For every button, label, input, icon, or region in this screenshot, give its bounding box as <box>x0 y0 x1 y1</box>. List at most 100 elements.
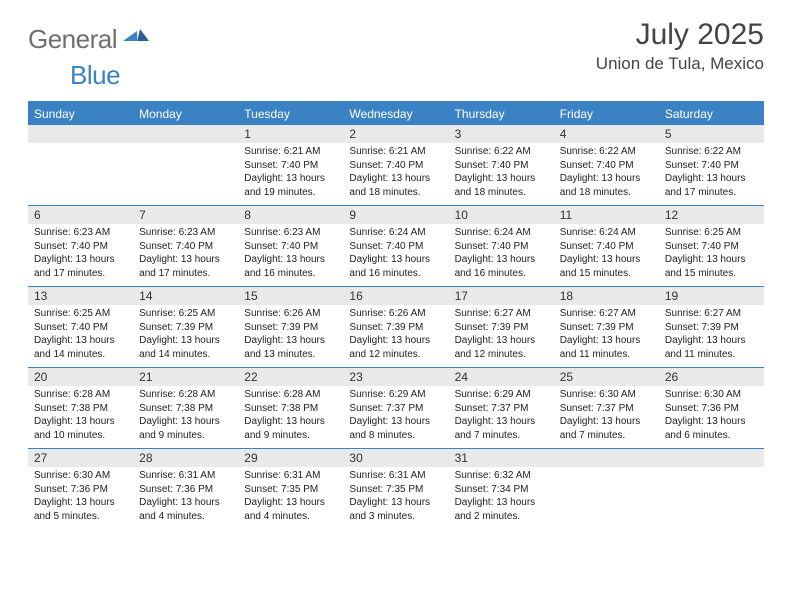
sunrise-text: Sunrise: 6:31 AM <box>349 469 442 483</box>
day-details: Sunrise: 6:30 AMSunset: 7:37 PMDaylight:… <box>554 386 659 442</box>
sunset-text: Sunset: 7:40 PM <box>349 240 442 254</box>
page: General July 2025 Union de Tula, Mexico … <box>0 0 792 539</box>
sunset-text: Sunset: 7:35 PM <box>244 483 337 497</box>
weeks-container: 1Sunrise: 6:21 AMSunset: 7:40 PMDaylight… <box>28 125 764 529</box>
sunrise-text: Sunrise: 6:32 AM <box>455 469 548 483</box>
day-number: 11 <box>554 206 659 224</box>
day-number: 22 <box>238 368 343 386</box>
day-cell: 23Sunrise: 6:29 AMSunset: 7:37 PMDayligh… <box>343 368 448 448</box>
sunrise-text: Sunrise: 6:23 AM <box>34 226 127 240</box>
day-number <box>28 125 133 143</box>
day-details: Sunrise: 6:28 AMSunset: 7:38 PMDaylight:… <box>238 386 343 442</box>
weekday-fri: Friday <box>554 103 659 125</box>
day-cell: 7Sunrise: 6:23 AMSunset: 7:40 PMDaylight… <box>133 206 238 286</box>
sunset-text: Sunset: 7:40 PM <box>34 240 127 254</box>
daylight-text: Daylight: 13 hours <box>665 172 758 186</box>
sunset-text: Sunset: 7:38 PM <box>244 402 337 416</box>
day-details: Sunrise: 6:30 AMSunset: 7:36 PMDaylight:… <box>659 386 764 442</box>
sunset-text: Sunset: 7:34 PM <box>455 483 548 497</box>
daylight-text: and 2 minutes. <box>455 510 548 524</box>
daylight-text: Daylight: 13 hours <box>455 415 548 429</box>
sunset-text: Sunset: 7:38 PM <box>34 402 127 416</box>
daylight-text: Daylight: 13 hours <box>455 172 548 186</box>
daylight-text: and 12 minutes. <box>349 348 442 362</box>
day-details: Sunrise: 6:22 AMSunset: 7:40 PMDaylight:… <box>554 143 659 199</box>
day-cell: 24Sunrise: 6:29 AMSunset: 7:37 PMDayligh… <box>449 368 554 448</box>
day-cell: 11Sunrise: 6:24 AMSunset: 7:40 PMDayligh… <box>554 206 659 286</box>
day-cell: 28Sunrise: 6:31 AMSunset: 7:36 PMDayligh… <box>133 449 238 529</box>
sunset-text: Sunset: 7:40 PM <box>455 159 548 173</box>
daylight-text: and 17 minutes. <box>34 267 127 281</box>
daylight-text: Daylight: 13 hours <box>139 334 232 348</box>
day-details: Sunrise: 6:21 AMSunset: 7:40 PMDaylight:… <box>343 143 448 199</box>
day-number: 2 <box>343 125 448 143</box>
sunset-text: Sunset: 7:37 PM <box>455 402 548 416</box>
day-details: Sunrise: 6:29 AMSunset: 7:37 PMDaylight:… <box>449 386 554 442</box>
week-row: 13Sunrise: 6:25 AMSunset: 7:40 PMDayligh… <box>28 286 764 367</box>
daylight-text: and 18 minutes. <box>349 186 442 200</box>
daylight-text: Daylight: 13 hours <box>349 496 442 510</box>
logo-text-general: General <box>28 24 117 55</box>
sunset-text: Sunset: 7:39 PM <box>455 321 548 335</box>
daylight-text: Daylight: 13 hours <box>349 253 442 267</box>
day-number: 18 <box>554 287 659 305</box>
sunrise-text: Sunrise: 6:23 AM <box>139 226 232 240</box>
sunset-text: Sunset: 7:39 PM <box>665 321 758 335</box>
day-number: 19 <box>659 287 764 305</box>
daylight-text: and 7 minutes. <box>560 429 653 443</box>
daylight-text: Daylight: 13 hours <box>139 253 232 267</box>
day-details: Sunrise: 6:26 AMSunset: 7:39 PMDaylight:… <box>238 305 343 361</box>
daylight-text: and 18 minutes. <box>560 186 653 200</box>
day-cell: 20Sunrise: 6:28 AMSunset: 7:38 PMDayligh… <box>28 368 133 448</box>
day-number <box>133 125 238 143</box>
sunset-text: Sunset: 7:36 PM <box>665 402 758 416</box>
weekday-sat: Saturday <box>659 103 764 125</box>
sunrise-text: Sunrise: 6:31 AM <box>244 469 337 483</box>
day-number: 31 <box>449 449 554 467</box>
daylight-text: and 18 minutes. <box>455 186 548 200</box>
day-number: 27 <box>28 449 133 467</box>
sunrise-text: Sunrise: 6:21 AM <box>349 145 442 159</box>
daylight-text: and 11 minutes. <box>560 348 653 362</box>
day-number: 15 <box>238 287 343 305</box>
sunset-text: Sunset: 7:39 PM <box>560 321 653 335</box>
weekday-wed: Wednesday <box>343 103 448 125</box>
daylight-text: Daylight: 13 hours <box>244 415 337 429</box>
sunset-text: Sunset: 7:39 PM <box>349 321 442 335</box>
day-cell <box>554 449 659 529</box>
sunrise-text: Sunrise: 6:24 AM <box>455 226 548 240</box>
sunrise-text: Sunrise: 6:22 AM <box>665 145 758 159</box>
day-details: Sunrise: 6:27 AMSunset: 7:39 PMDaylight:… <box>449 305 554 361</box>
day-cell: 17Sunrise: 6:27 AMSunset: 7:39 PMDayligh… <box>449 287 554 367</box>
day-cell: 27Sunrise: 6:30 AMSunset: 7:36 PMDayligh… <box>28 449 133 529</box>
location-text: Union de Tula, Mexico <box>596 54 764 74</box>
sunrise-text: Sunrise: 6:25 AM <box>139 307 232 321</box>
sunset-text: Sunset: 7:40 PM <box>560 159 653 173</box>
day-number: 28 <box>133 449 238 467</box>
day-number: 25 <box>554 368 659 386</box>
day-cell: 1Sunrise: 6:21 AMSunset: 7:40 PMDaylight… <box>238 125 343 205</box>
day-number: 9 <box>343 206 448 224</box>
sunset-text: Sunset: 7:40 PM <box>665 159 758 173</box>
day-cell: 25Sunrise: 6:30 AMSunset: 7:37 PMDayligh… <box>554 368 659 448</box>
sunset-text: Sunset: 7:35 PM <box>349 483 442 497</box>
day-cell: 14 Sunrise: 6:25 AMSunset: 7:39 PMDayligh… <box>133 287 238 367</box>
day-number: 16 <box>343 287 448 305</box>
day-details: Sunrise: 6:21 AMSunset: 7:40 PMDaylight:… <box>238 143 343 199</box>
sunset-text: Sunset: 7:39 PM <box>139 321 232 335</box>
day-details: Sunrise: 6:23 AMSunset: 7:40 PMDaylight:… <box>238 224 343 280</box>
day-number: 26 <box>659 368 764 386</box>
sunset-text: Sunset: 7:37 PM <box>560 402 653 416</box>
day-number: 14 <box>133 287 238 305</box>
sunrise-text: Sunrise: 6:21 AM <box>244 145 337 159</box>
day-details: Sunrise: 6:28 AMSunset: 7:38 PMDaylight:… <box>133 386 238 442</box>
sunset-text: Sunset: 7:39 PM <box>244 321 337 335</box>
day-number: 13 <box>28 287 133 305</box>
day-details: Sunrise: 6:22 AMSunset: 7:40 PMDaylight:… <box>659 143 764 199</box>
sunset-text: Sunset: 7:40 PM <box>560 240 653 254</box>
day-cell: 13Sunrise: 6:25 AMSunset: 7:40 PMDayligh… <box>28 287 133 367</box>
day-details: Sunrise: 6:30 AMSunset: 7:36 PMDaylight:… <box>28 467 133 523</box>
daylight-text: and 13 minutes. <box>244 348 337 362</box>
daylight-text: and 14 minutes. <box>139 348 232 362</box>
daylight-text: and 5 minutes. <box>34 510 127 524</box>
